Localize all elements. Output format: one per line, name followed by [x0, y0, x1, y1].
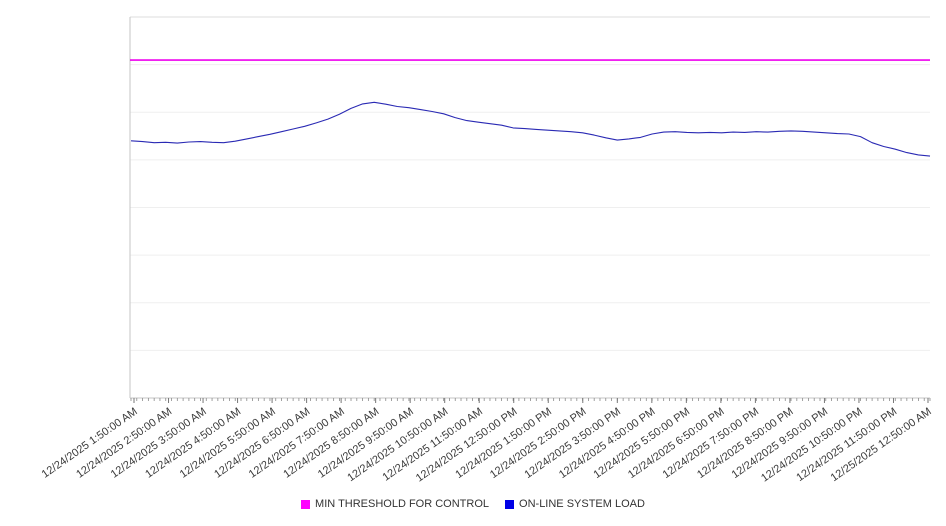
legend-item-system-load: ON-LINE SYSTEM LOAD	[505, 498, 645, 510]
threshold-swatch-icon	[301, 499, 311, 509]
legend-label-system-load: ON-LINE SYSTEM LOAD	[519, 498, 645, 510]
chart-legend: MIN THRESHOLD FOR CONTROL ON-LINE SYSTEM…	[0, 498, 946, 510]
system-load-line	[130, 101, 931, 157]
legend-item-min-threshold: MIN THRESHOLD FOR CONTROL	[301, 498, 489, 510]
legend-label-min-threshold: MIN THRESHOLD FOR CONTROL	[315, 498, 490, 510]
system-load-swatch-icon	[505, 499, 515, 509]
